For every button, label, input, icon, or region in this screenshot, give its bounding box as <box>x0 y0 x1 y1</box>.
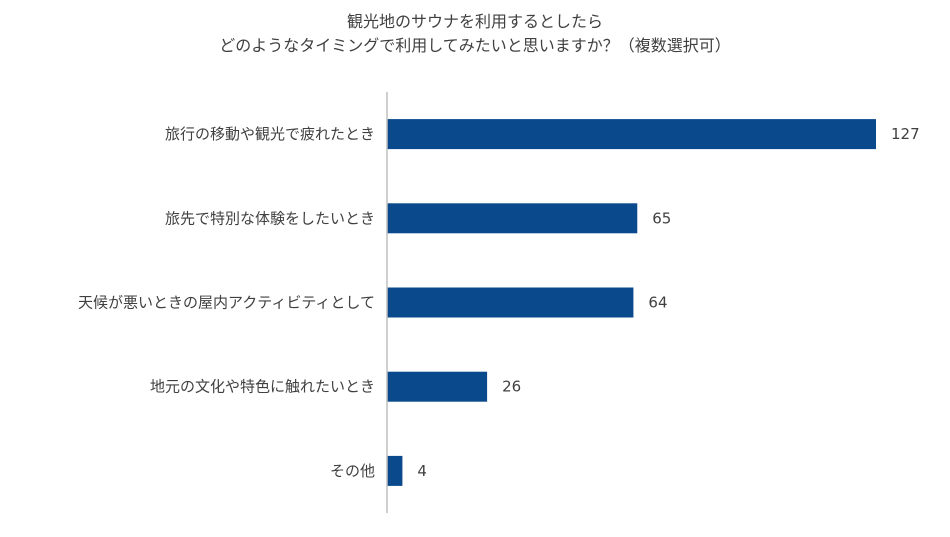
data-label: 127 <box>891 125 920 143</box>
bar <box>387 203 638 234</box>
category-label: 旅行の移動や観光で疲れたとき <box>165 125 375 143</box>
data-label: 64 <box>648 294 667 312</box>
data-label: 65 <box>652 209 671 227</box>
chart-title-line-1: 観光地のサウナを利用するとしたら <box>346 12 603 31</box>
data-label: 4 <box>417 462 427 480</box>
category-label: その他 <box>330 462 375 480</box>
data-label: 26 <box>502 378 521 396</box>
bar <box>387 119 876 150</box>
chart-title: 観光地のサウナを利用するとしたら どのようなタイミングで利用してみたいと思います… <box>0 10 950 58</box>
category-label: 天候が悪いときの屋内アクティビティとして <box>78 294 375 312</box>
chart-title-line-2: どのようなタイミングで利用してみたいと思いますか？（複数選択可） <box>219 36 731 55</box>
category-label: 地元の文化や特色に触れたいとき <box>150 378 375 396</box>
bar <box>387 287 634 318</box>
bar <box>387 455 403 486</box>
bar <box>387 371 488 402</box>
category-label: 旅先で特別な体験をしたいとき <box>165 209 375 227</box>
